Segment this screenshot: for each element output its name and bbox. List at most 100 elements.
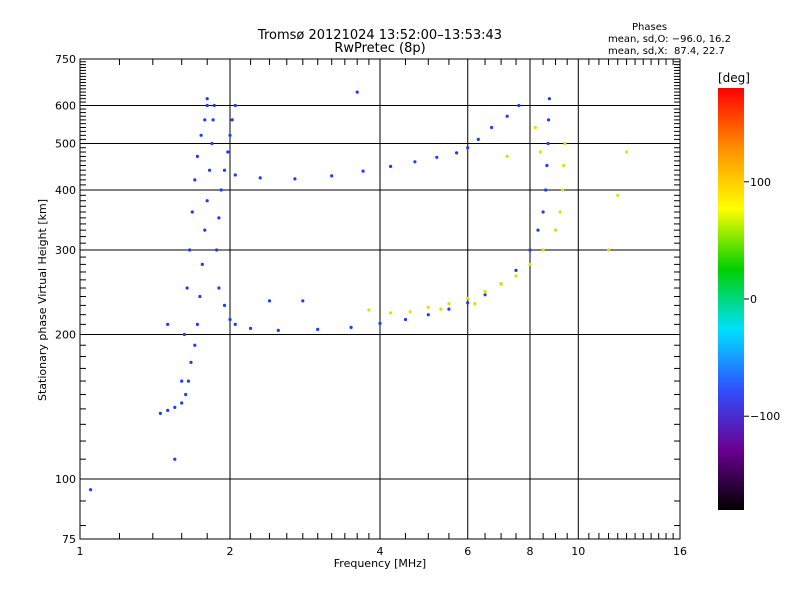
x-axis: 1 2 4 6 8 10 16 (77, 59, 687, 558)
data-points (89, 90, 629, 492)
data-point-O (193, 343, 197, 347)
x-tick-label: 4 (377, 545, 384, 558)
data-point-O (219, 188, 223, 192)
data-point-O (483, 293, 487, 297)
data-point-O (541, 210, 545, 214)
data-point-O (166, 322, 170, 326)
data-point-O (514, 268, 518, 272)
data-point-O (230, 118, 234, 122)
data-point-O (547, 118, 551, 122)
y-tick-label: 300 (55, 244, 76, 257)
colorbar-gradient (718, 88, 744, 510)
data-point-X (606, 248, 611, 252)
data-point-O (200, 262, 204, 266)
y-axis: 75 100 200 300 400 500 600 750 (55, 53, 680, 546)
data-point-O (199, 133, 203, 137)
data-point-O (546, 141, 550, 146)
data-point-X (541, 248, 545, 252)
data-point-O (186, 379, 190, 383)
data-point-X (562, 163, 566, 168)
data-point-O (547, 97, 552, 101)
data-point-X (533, 125, 537, 130)
data-point-O (490, 125, 494, 130)
data-point-X (553, 228, 558, 232)
data-point-O (198, 294, 202, 299)
data-point-O (258, 176, 262, 180)
colorbar-label: [deg] (718, 71, 750, 85)
data-point-O (228, 317, 232, 322)
data-point-O (195, 154, 199, 158)
x-tick-label: 8 (527, 545, 534, 558)
data-point-O (217, 216, 221, 220)
y-tick-label: 500 (55, 138, 76, 151)
data-point-O (249, 326, 253, 330)
data-point-O (226, 150, 230, 154)
y-tick-label: 400 (55, 184, 76, 197)
data-point-O (466, 146, 470, 150)
data-point-O (173, 457, 177, 461)
data-point-O (166, 408, 170, 412)
data-point-X (563, 141, 567, 146)
data-point-O (316, 327, 320, 331)
data-point-X (514, 274, 518, 278)
data-point-O (180, 401, 184, 405)
data-point-O (276, 328, 280, 332)
data-point-O (193, 178, 197, 182)
data-point-O (349, 325, 353, 329)
data-point-X (558, 210, 562, 214)
data-point-O (466, 301, 470, 305)
data-point-O (301, 299, 305, 303)
data-point-X (528, 262, 532, 266)
chart-subtitle: RwPretec (8p) (334, 41, 426, 56)
data-point-O (378, 321, 382, 325)
data-point-O (222, 303, 227, 307)
data-point-O (212, 103, 216, 108)
data-point-X (625, 150, 629, 154)
data-point-X (473, 302, 477, 306)
x-tick-label: 6 (464, 545, 471, 558)
chart-title: Tromsø 20121024 13:52:00–13:53:43 (257, 28, 503, 43)
data-point-O (544, 188, 548, 192)
data-point-O (173, 405, 177, 409)
colorbar: [deg] 100 0 −100 (718, 71, 780, 510)
data-point-O (330, 174, 334, 178)
data-point-X (561, 188, 565, 192)
data-point-O (517, 103, 521, 108)
y-tick-label: 600 (55, 100, 76, 113)
data-point-O (182, 332, 186, 337)
phases-title: Phases (632, 22, 668, 33)
data-point-O (195, 322, 199, 326)
data-point-O (228, 133, 232, 137)
colorbar-tick-label: 0 (750, 293, 757, 306)
data-point-X (439, 307, 443, 311)
data-point-O (185, 286, 189, 290)
y-tick-label: 750 (55, 53, 76, 66)
data-point-O (205, 97, 209, 101)
data-point-O (355, 90, 359, 94)
data-point-O (447, 307, 451, 311)
data-point-X (408, 310, 412, 314)
plot-frame (79, 58, 681, 540)
data-point-X (447, 302, 451, 306)
data-point-O (189, 360, 193, 364)
data-point-O (180, 379, 184, 383)
data-point-O (210, 141, 214, 146)
data-point-O (190, 210, 194, 214)
x-tick-label: 1 (77, 545, 84, 558)
data-point-O (293, 177, 297, 181)
y-tick-label: 200 (55, 329, 76, 342)
data-point-O (211, 118, 215, 122)
data-point-O (536, 228, 540, 232)
phases-x-mode: mean, sd,X: 87.4, 22.7 (608, 46, 725, 57)
data-point-O (435, 155, 439, 159)
colorbar-tick-label: 100 (750, 176, 771, 189)
data-point-O (205, 199, 209, 203)
data-point-X (505, 154, 509, 158)
data-point-O (203, 228, 207, 232)
data-point-O (208, 168, 212, 172)
data-point-O (89, 488, 93, 492)
data-point-X (616, 193, 620, 197)
data-point-X (426, 305, 430, 309)
data-point-O (233, 103, 237, 108)
data-point-X (389, 311, 393, 315)
